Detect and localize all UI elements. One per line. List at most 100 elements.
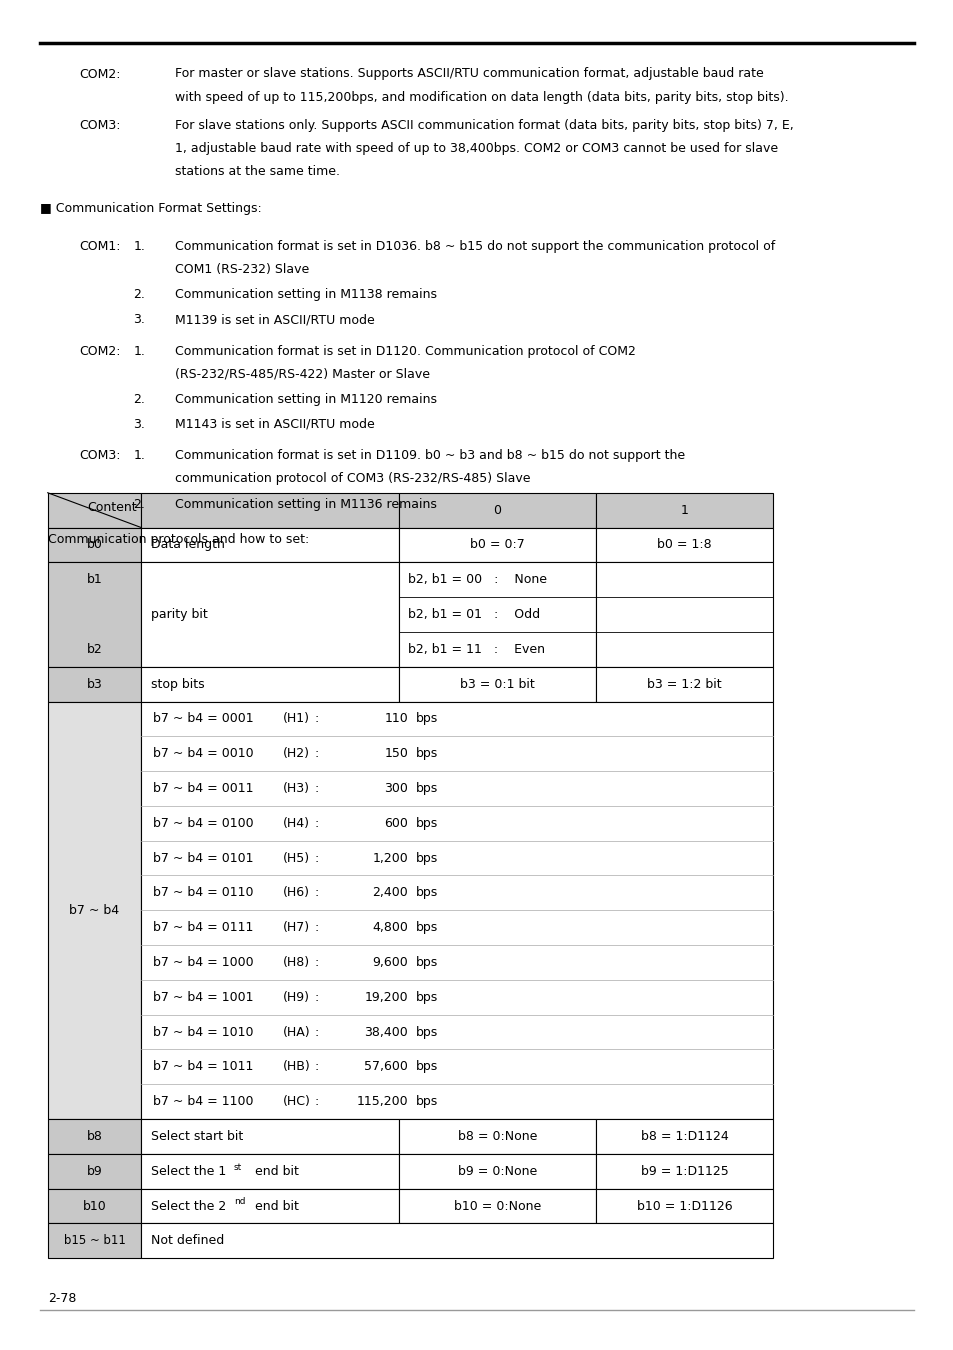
Text: ■ Communication Format Settings:: ■ Communication Format Settings: xyxy=(40,202,261,216)
Text: :: : xyxy=(314,921,318,934)
Text: b7 ~ b4 = 0100: b7 ~ b4 = 0100 xyxy=(152,817,253,830)
Text: Select the 1: Select the 1 xyxy=(151,1165,226,1177)
Text: :: : xyxy=(314,1060,318,1073)
Text: end bit: end bit xyxy=(251,1200,298,1212)
Text: Content: Content xyxy=(87,501,136,514)
Text: :: : xyxy=(314,713,318,725)
Text: :: : xyxy=(314,782,318,795)
Text: b2, b1 = 11   :    Even: b2, b1 = 11 : Even xyxy=(408,643,545,656)
Text: b9: b9 xyxy=(87,1165,102,1177)
Bar xyxy=(141,1188,398,1223)
Text: bps: bps xyxy=(416,747,437,760)
Text: b7 ~ b4 = 0010: b7 ~ b4 = 0010 xyxy=(152,747,253,760)
Text: end bit: end bit xyxy=(251,1165,298,1177)
Bar xyxy=(596,493,772,528)
Text: 1.: 1. xyxy=(133,344,145,358)
Bar xyxy=(596,1188,772,1223)
Text: b7 ~ b4 = 1100: b7 ~ b4 = 1100 xyxy=(152,1095,253,1108)
Bar xyxy=(141,667,398,702)
Bar xyxy=(48,493,141,528)
Text: 38,400: 38,400 xyxy=(364,1026,408,1038)
Text: bps: bps xyxy=(416,1026,437,1038)
Bar xyxy=(596,667,772,702)
Text: :: : xyxy=(314,887,318,899)
Text: b7 ~ b4 = 1011: b7 ~ b4 = 1011 xyxy=(152,1060,253,1073)
Text: b9 = 0:None: b9 = 0:None xyxy=(457,1165,537,1177)
Text: bps: bps xyxy=(416,1060,437,1073)
Text: b9 = 1:D1125: b9 = 1:D1125 xyxy=(640,1165,727,1177)
Text: b7 ~ b4: b7 ~ b4 xyxy=(70,903,119,917)
Bar xyxy=(141,563,398,667)
Text: bps: bps xyxy=(416,887,437,899)
Bar xyxy=(141,702,772,1119)
Text: bps: bps xyxy=(416,991,437,1004)
Text: bps: bps xyxy=(416,782,437,795)
Text: 2.: 2. xyxy=(133,498,145,510)
Text: COM1 (RS-232) Slave: COM1 (RS-232) Slave xyxy=(174,263,309,277)
Bar xyxy=(596,1154,772,1188)
Bar xyxy=(48,667,141,702)
Text: 9,600: 9,600 xyxy=(373,956,408,969)
Text: Communication protocols and how to set:: Communication protocols and how to set: xyxy=(48,533,309,547)
Text: 3.: 3. xyxy=(133,418,145,431)
Text: b8 = 1:D1124: b8 = 1:D1124 xyxy=(640,1130,727,1143)
Text: COM3:: COM3: xyxy=(79,119,121,132)
Text: b7 ~ b4 = 1010: b7 ~ b4 = 1010 xyxy=(152,1026,253,1038)
Bar xyxy=(48,1154,141,1188)
Text: bps: bps xyxy=(416,713,437,725)
Text: Communication setting in M1138 remains: Communication setting in M1138 remains xyxy=(174,289,436,301)
Text: b2, b1 = 00   :    None: b2, b1 = 00 : None xyxy=(408,574,547,586)
Text: b7 ~ b4 = 0101: b7 ~ b4 = 0101 xyxy=(152,852,253,864)
Text: b7 ~ b4 = 0001: b7 ~ b4 = 0001 xyxy=(152,713,253,725)
Text: 19,200: 19,200 xyxy=(364,991,408,1004)
Bar xyxy=(398,1188,596,1223)
Text: (H8): (H8) xyxy=(282,956,309,969)
Bar xyxy=(141,1119,398,1154)
Text: 2.: 2. xyxy=(133,393,145,406)
Text: M1139 is set in ASCII/RTU mode: M1139 is set in ASCII/RTU mode xyxy=(174,313,374,327)
Text: bps: bps xyxy=(416,817,437,830)
Text: b7 ~ b4 = 0110: b7 ~ b4 = 0110 xyxy=(152,887,253,899)
Text: :: : xyxy=(314,956,318,969)
Text: 1.: 1. xyxy=(133,240,145,254)
Text: 2,400: 2,400 xyxy=(373,887,408,899)
Bar xyxy=(398,563,596,667)
Text: b7 ~ b4 = 0111: b7 ~ b4 = 0111 xyxy=(152,921,253,934)
Text: (H3): (H3) xyxy=(282,782,309,795)
Text: (H7): (H7) xyxy=(282,921,309,934)
Bar xyxy=(141,1154,398,1188)
Text: 2.: 2. xyxy=(133,289,145,301)
Text: Communication format is set in D1109. b0 ~ b3 and b8 ~ b15 do not support the: Communication format is set in D1109. b0… xyxy=(174,450,684,463)
Text: Communication format is set in D1120. Communication protocol of COM2: Communication format is set in D1120. Co… xyxy=(174,344,635,358)
Text: COM3:: COM3: xyxy=(79,450,121,463)
Text: b7 ~ b4 = 1000: b7 ~ b4 = 1000 xyxy=(152,956,253,969)
Text: b0 = 0:7: b0 = 0:7 xyxy=(470,539,524,551)
Text: b10 = 1:D1126: b10 = 1:D1126 xyxy=(636,1200,732,1212)
Text: 3.: 3. xyxy=(133,313,145,327)
Text: 1: 1 xyxy=(679,504,688,517)
Text: b2, b1 = 01   :    Odd: b2, b1 = 01 : Odd xyxy=(408,608,539,621)
Text: 57,600: 57,600 xyxy=(364,1060,408,1073)
Text: b3 = 1:2 bit: b3 = 1:2 bit xyxy=(646,678,721,691)
Bar xyxy=(48,702,141,1119)
Bar xyxy=(48,1188,141,1223)
Text: (H6): (H6) xyxy=(282,887,309,899)
Bar xyxy=(398,1119,596,1154)
Text: 2-78: 2-78 xyxy=(48,1292,76,1305)
Text: b1: b1 xyxy=(87,574,102,586)
Text: Not defined: Not defined xyxy=(151,1234,224,1247)
Text: (H5): (H5) xyxy=(282,852,309,864)
Text: :: : xyxy=(314,1026,318,1038)
Text: 300: 300 xyxy=(384,782,408,795)
Text: stop bits: stop bits xyxy=(151,678,204,691)
Text: 1.: 1. xyxy=(133,450,145,463)
Text: b8: b8 xyxy=(87,1130,102,1143)
Text: b7 ~ b4 = 1001: b7 ~ b4 = 1001 xyxy=(152,991,253,1004)
Text: Communication setting in M1120 remains: Communication setting in M1120 remains xyxy=(174,393,436,406)
Text: Data length: Data length xyxy=(151,539,224,551)
Text: bps: bps xyxy=(416,1095,437,1108)
Bar xyxy=(596,1119,772,1154)
Text: b3 = 0:1 bit: b3 = 0:1 bit xyxy=(459,678,535,691)
Text: M1143 is set in ASCII/RTU mode: M1143 is set in ASCII/RTU mode xyxy=(174,418,374,431)
Text: b2: b2 xyxy=(87,643,102,656)
